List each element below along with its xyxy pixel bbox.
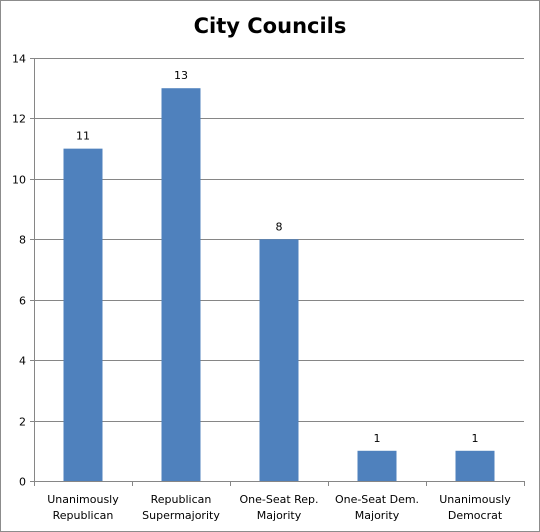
chart-title: City Councils — [193, 14, 347, 38]
x-category-label: One-Seat Dem. — [335, 493, 419, 506]
labels: 0246810121411UnanimouslyRepublican13Repu… — [12, 53, 511, 523]
axes — [30, 58, 525, 486]
y-tick-label: 12 — [12, 113, 26, 126]
bar — [161, 88, 201, 481]
y-tick-label: 8 — [19, 234, 26, 247]
y-tick-label: 0 — [19, 476, 26, 489]
data-label: 11 — [76, 130, 90, 143]
data-label: 13 — [174, 69, 188, 82]
y-tick-label: 6 — [19, 295, 26, 308]
x-category-label: Democrat — [448, 509, 503, 522]
y-tick-label: 14 — [12, 53, 26, 66]
data-label: 1 — [472, 432, 479, 445]
y-tick-label: 4 — [19, 355, 26, 368]
bar — [455, 450, 495, 481]
data-label: 1 — [374, 432, 381, 445]
x-category-label: One-Seat Rep. — [239, 493, 318, 506]
bar — [63, 148, 103, 481]
bars — [63, 88, 495, 481]
x-category-label: Majority — [355, 509, 400, 522]
x-category-label: Republican — [53, 509, 114, 522]
bar — [259, 239, 299, 481]
y-tick-label: 10 — [12, 174, 26, 187]
x-category-label: Majority — [257, 509, 302, 522]
y-tick-label: 2 — [19, 416, 26, 429]
bar — [357, 450, 397, 481]
x-category-label: Republican — [151, 493, 212, 506]
data-label: 8 — [276, 220, 283, 233]
x-category-label: Unanimously — [47, 493, 119, 506]
x-category-label: Unanimously — [439, 493, 511, 506]
x-category-label: Supermajority — [142, 509, 220, 522]
